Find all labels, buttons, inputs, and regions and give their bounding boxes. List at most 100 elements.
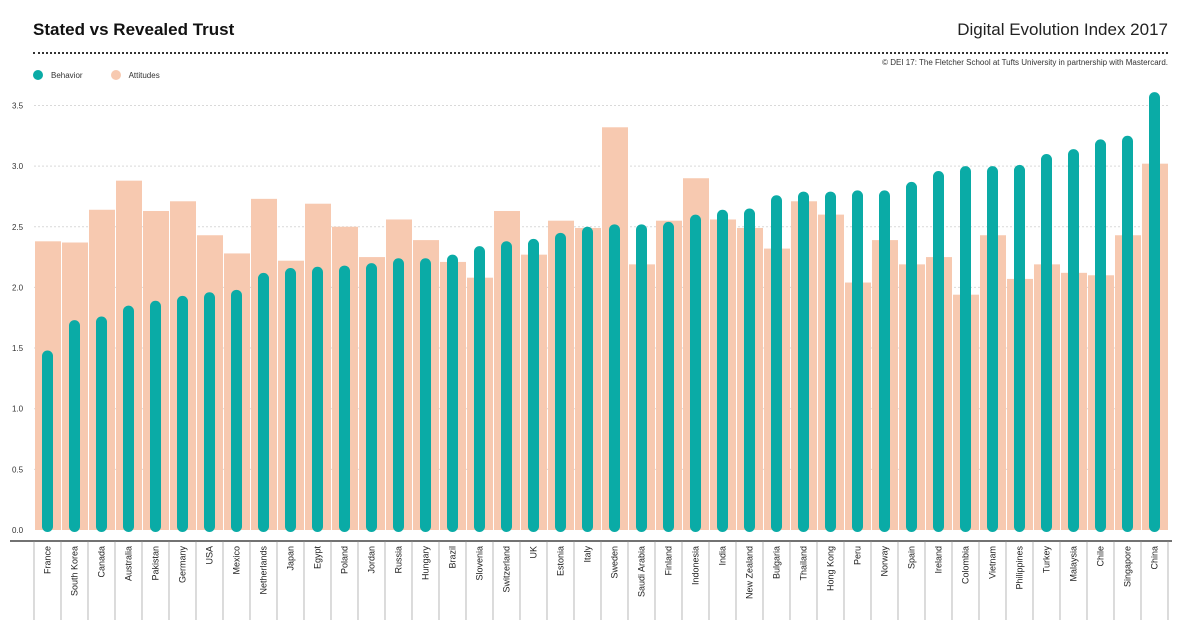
behavior-bar [636, 224, 647, 532]
x-category-label: China [1150, 546, 1160, 570]
behavior-bar [555, 232, 566, 532]
behavior-bar [744, 208, 755, 532]
x-category-label: Thailand [799, 546, 809, 581]
behavior-bar [42, 350, 53, 532]
legend-item-attitudes: Attitudes [110, 70, 160, 80]
y-tick-label: 2.5 [12, 223, 24, 232]
x-category-label: Sweden [610, 546, 620, 579]
behavior-bar [609, 224, 620, 532]
behavior-bar [69, 320, 80, 532]
behavior-bar [852, 190, 863, 533]
legend-item-behavior: Behavior [33, 70, 83, 80]
x-category-label: USA [205, 546, 215, 565]
x-category-label: Colombia [961, 546, 971, 584]
x-category-label: Chile [1096, 546, 1106, 567]
x-category-label: Netherlands [259, 546, 269, 595]
behavior-bar [771, 195, 782, 532]
behavior-bar [1095, 139, 1106, 532]
x-category-label: Ireland [934, 546, 944, 574]
x-category-label: Vietnam [988, 546, 998, 579]
x-category-label: Finland [664, 546, 674, 576]
x-category-label: Bulgaria [772, 546, 782, 579]
attitudes-swatch-icon [110, 70, 121, 80]
behavior-bar [339, 265, 350, 532]
legend-label-behavior: Behavior [51, 70, 83, 80]
behavior-bar [177, 295, 188, 532]
x-category-label: Mexico [232, 546, 242, 575]
behavior-bar [1068, 149, 1079, 533]
behavior-bar [447, 254, 458, 533]
behavior-bar [987, 166, 998, 532]
behavior-swatch-icon [33, 70, 43, 80]
behavior-bar [879, 190, 890, 533]
x-category-label: Norway [880, 546, 890, 577]
x-category-label: India [718, 546, 728, 566]
behavior-bar [906, 181, 917, 532]
behavior-bar [312, 266, 323, 532]
y-tick-label: 3.5 [12, 101, 24, 110]
behavior-bar [825, 191, 836, 532]
chart-title: Stated vs Revealed Trust [33, 20, 235, 39]
x-category-label: Hong Kong [826, 546, 836, 591]
x-category-label: Hungary [421, 546, 431, 581]
source-credit: © DEI 17: The Fletcher School at Tufts U… [882, 58, 1168, 67]
behavior-bar [123, 305, 134, 532]
legend-label-attitudes: Attitudes [128, 70, 160, 80]
x-category-label: Switzerland [502, 546, 512, 593]
x-category-label: Brazil [448, 546, 458, 569]
x-category-label: Japan [286, 546, 296, 571]
behavior-bar [663, 221, 674, 532]
x-category-label: Indonesia [691, 546, 701, 585]
x-category-label: Italy [583, 546, 593, 563]
behavior-bar [528, 238, 539, 532]
y-tick-label: 0.5 [12, 465, 24, 474]
behavior-bar [258, 272, 269, 532]
x-category-label: Malaysia [1069, 546, 1079, 582]
behavior-bar [1041, 153, 1052, 532]
behavior-bar [204, 292, 215, 532]
index-title: Digital Evolution Index 2017 [957, 20, 1168, 39]
behavior-bar [798, 191, 809, 532]
y-tick-label: 1.5 [12, 344, 24, 353]
x-category-label: Spain [907, 546, 917, 569]
behavior-bar [582, 226, 593, 532]
x-category-label: Egypt [313, 546, 323, 570]
y-tick-label: 2.0 [12, 283, 24, 292]
x-category-label: Slovenia [475, 546, 485, 581]
y-tick-label: 1.0 [12, 405, 24, 414]
behavior-bar [393, 258, 404, 532]
x-category-label: Turkey [1042, 546, 1052, 574]
x-category-label: Philippines [1015, 546, 1025, 590]
behavior-bar [690, 214, 701, 532]
behavior-bar [366, 263, 377, 532]
x-category-label: France [43, 546, 53, 574]
x-category-label: Singapore [1123, 546, 1133, 587]
behavior-bar [933, 170, 944, 532]
x-category-label: Germany [178, 546, 188, 584]
behavior-bar [501, 241, 512, 532]
behavior-bar [1149, 92, 1160, 533]
behavior-bar [960, 166, 971, 532]
behavior-bar [231, 289, 242, 532]
x-category-label: New Zealand [745, 546, 755, 599]
x-category-label: Jordan [367, 546, 377, 574]
x-category-label: Estonia [556, 546, 566, 576]
y-tick-label: 3.0 [12, 162, 24, 171]
behavior-bar [96, 316, 107, 532]
behavior-bar [1122, 135, 1133, 532]
behavior-bar [420, 258, 431, 532]
x-category-label: UK [529, 546, 539, 559]
behavior-bar [474, 246, 485, 532]
x-category-label: South Korea [70, 546, 80, 596]
x-category-label: Russia [394, 546, 404, 574]
legend: Behavior Attitudes [33, 70, 160, 80]
x-category-label: Poland [340, 546, 350, 574]
behavior-bar [150, 300, 161, 532]
dotted-divider [33, 52, 1168, 54]
x-category-label: Pakistan [151, 546, 161, 581]
x-category-label: Saudi Arabia [637, 546, 647, 597]
x-category-label: Peru [853, 546, 863, 565]
behavior-bar [1014, 164, 1025, 532]
behavior-bar [285, 267, 296, 532]
